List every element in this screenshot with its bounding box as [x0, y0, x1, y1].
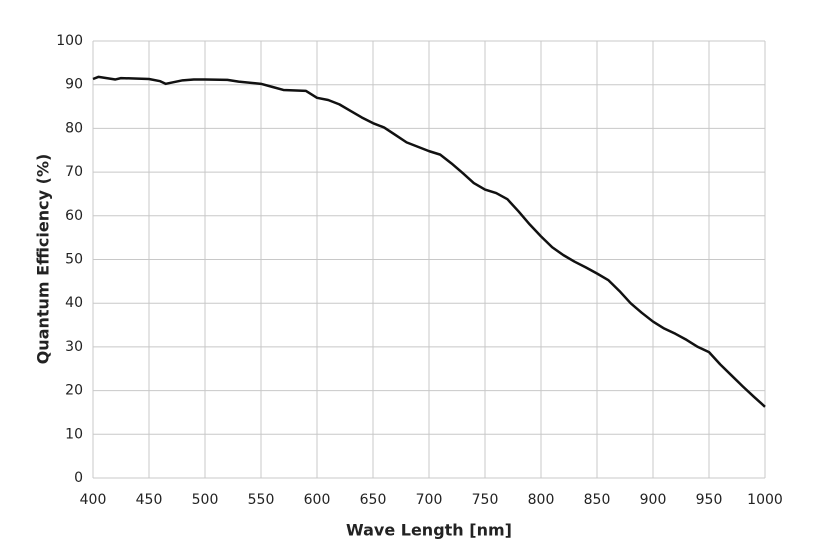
x-axis-title: Wave Length [nm] [346, 521, 512, 540]
y-tick-label: 0 [74, 470, 83, 486]
y-tick-label: 80 [65, 120, 83, 136]
x-tick-label: 850 [584, 492, 611, 508]
y-axis-title: Quantum Efficiency (%) [34, 154, 53, 365]
y-tick-label: 50 [65, 252, 83, 268]
x-tick-label: 1000 [747, 492, 783, 508]
x-tick-label: 450 [136, 492, 163, 508]
y-tick-label: 10 [65, 426, 83, 442]
y-tick-label: 40 [65, 295, 83, 311]
x-tick-label: 600 [304, 492, 331, 508]
data-line [92, 75, 766, 408]
x-tick-label: 800 [528, 492, 555, 508]
y-tick-label: 60 [65, 208, 83, 224]
x-tick-label: 900 [640, 492, 667, 508]
x-tick-label: 400 [80, 492, 107, 508]
y-tick-label: 100 [56, 33, 83, 49]
x-tick-label: 550 [248, 492, 275, 508]
y-tick-label: 90 [65, 77, 83, 93]
x-tick-label: 650 [360, 492, 387, 508]
x-tick-label: 700 [416, 492, 443, 508]
x-tick-label: 950 [696, 492, 723, 508]
y-tick-label: 20 [65, 383, 83, 399]
x-tick-label: 750 [472, 492, 499, 508]
y-tick-label: 30 [65, 339, 83, 355]
y-tick-label: 70 [65, 164, 83, 180]
x-tick-label: 500 [192, 492, 219, 508]
